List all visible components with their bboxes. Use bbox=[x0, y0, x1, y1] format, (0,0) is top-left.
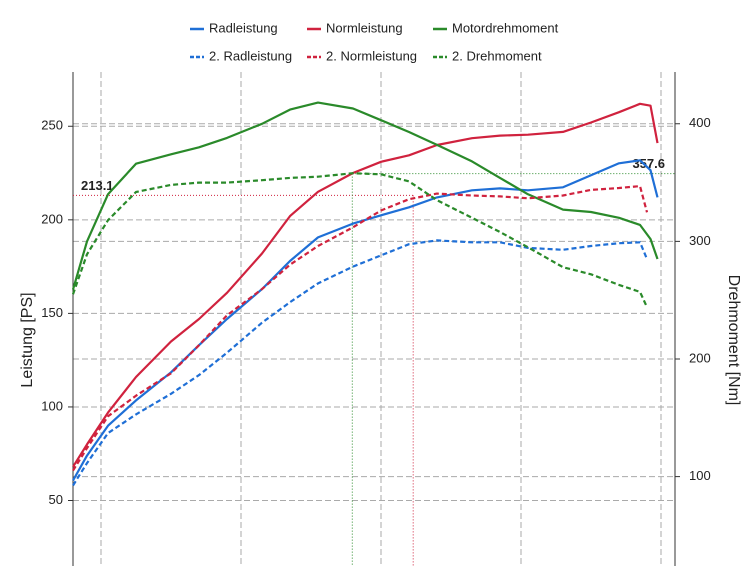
legend-label: 2. Radleistung bbox=[209, 48, 292, 63]
series-line bbox=[71, 172, 649, 308]
y2-tick-label: 400 bbox=[689, 115, 711, 130]
legend-label: Radleistung bbox=[209, 20, 278, 35]
marker-label: 213.1 bbox=[81, 178, 114, 193]
y-tick-label: 250 bbox=[41, 118, 63, 133]
y-tick-label: 150 bbox=[41, 305, 63, 320]
series-line bbox=[72, 159, 659, 482]
legend-label: 2. Normleistung bbox=[326, 48, 417, 63]
series-line bbox=[71, 101, 659, 290]
y-tick-label: 200 bbox=[41, 211, 63, 226]
y-tick-label: 100 bbox=[41, 398, 63, 413]
y-axis-title: Leistung [PS] bbox=[19, 292, 36, 387]
y2-tick-label: 200 bbox=[689, 350, 711, 365]
series-line bbox=[72, 102, 659, 468]
series-line bbox=[72, 185, 649, 472]
legend-label: Normleistung bbox=[326, 20, 403, 35]
y-tick-label: 50 bbox=[49, 492, 63, 507]
y2-tick-label: 300 bbox=[689, 233, 711, 248]
legend-label: Motordrehmoment bbox=[452, 20, 559, 35]
series-line bbox=[72, 239, 649, 487]
legend-label: 2. Drehmoment bbox=[452, 48, 542, 63]
y2-axis-title: Drehmoment [Nm] bbox=[725, 275, 742, 406]
y2-tick-label: 100 bbox=[689, 468, 711, 483]
